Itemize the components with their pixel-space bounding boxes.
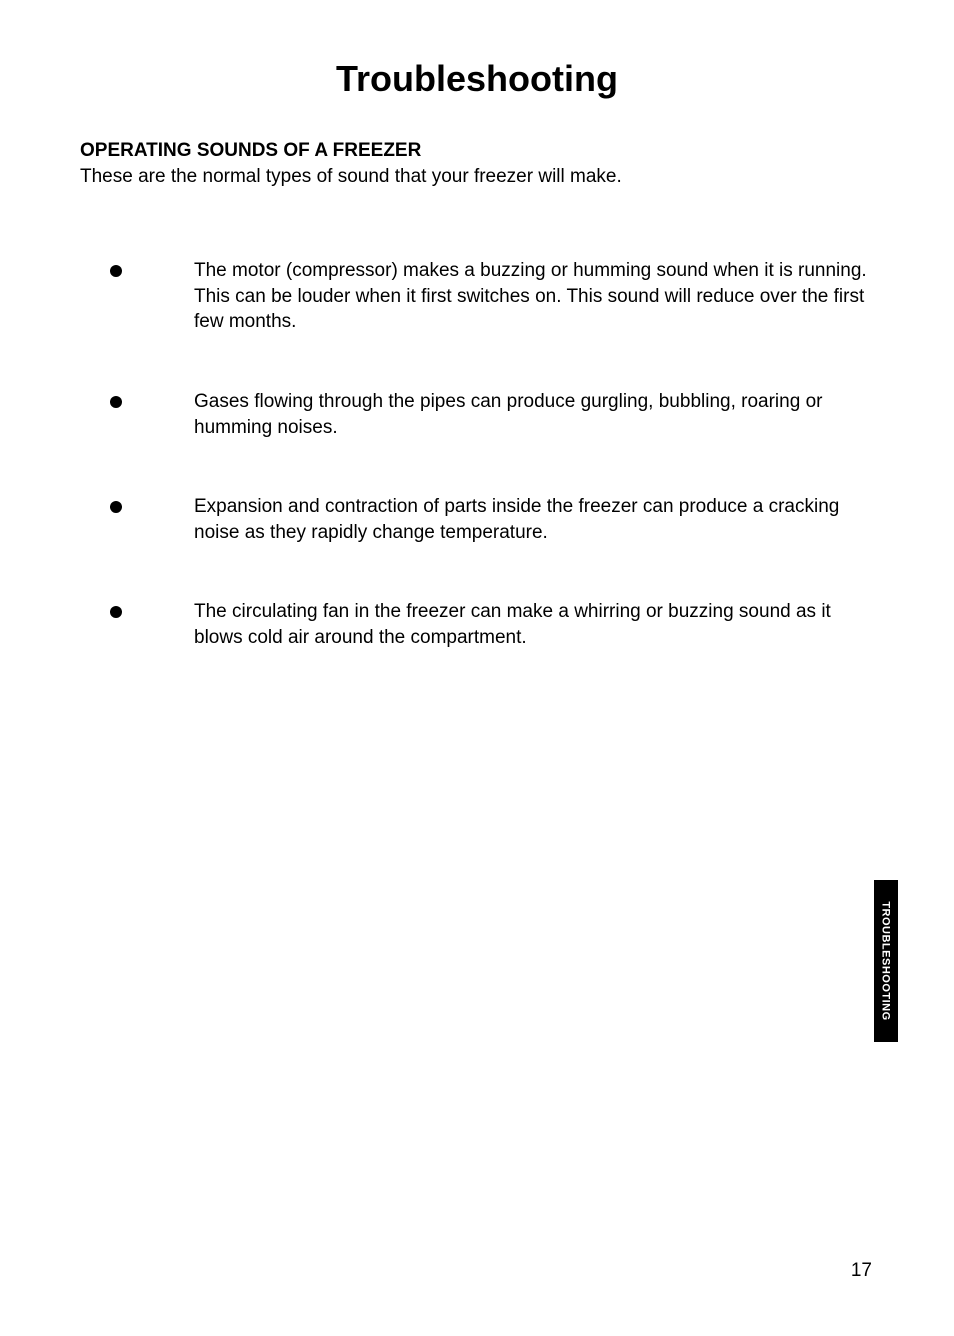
list-item-text: The circulating fan in the freezer can m… (194, 599, 874, 650)
bullet-icon (110, 396, 122, 408)
list-item-text: Gases flowing through the pipes can prod… (194, 389, 874, 440)
list-item-text: The motor (compressor) makes a buzzing o… (194, 258, 874, 335)
section-heading: OPERATING SOUNDS OF A FREEZER (80, 140, 874, 162)
page-title: Troubleshooting (80, 58, 874, 100)
bullet-icon (110, 606, 122, 618)
bullet-icon (110, 501, 122, 513)
list-item-text: Expansion and contraction of parts insid… (194, 494, 874, 545)
bullet-list: The motor (compressor) makes a buzzing o… (80, 258, 874, 651)
side-tab: TROUBLESHOOTING (874, 880, 898, 1042)
list-item: The motor (compressor) makes a buzzing o… (110, 258, 874, 335)
intro-text: These are the normal types of sound that… (80, 166, 874, 188)
page-number: 17 (851, 1260, 872, 1282)
list-item: The circulating fan in the freezer can m… (110, 599, 874, 650)
side-tab-label: TROUBLESHOOTING (880, 901, 892, 1020)
page: Troubleshooting OPERATING SOUNDS OF A FR… (0, 0, 954, 1336)
list-item: Gases flowing through the pipes can prod… (110, 389, 874, 440)
list-item: Expansion and contraction of parts insid… (110, 494, 874, 545)
bullet-icon (110, 265, 122, 277)
